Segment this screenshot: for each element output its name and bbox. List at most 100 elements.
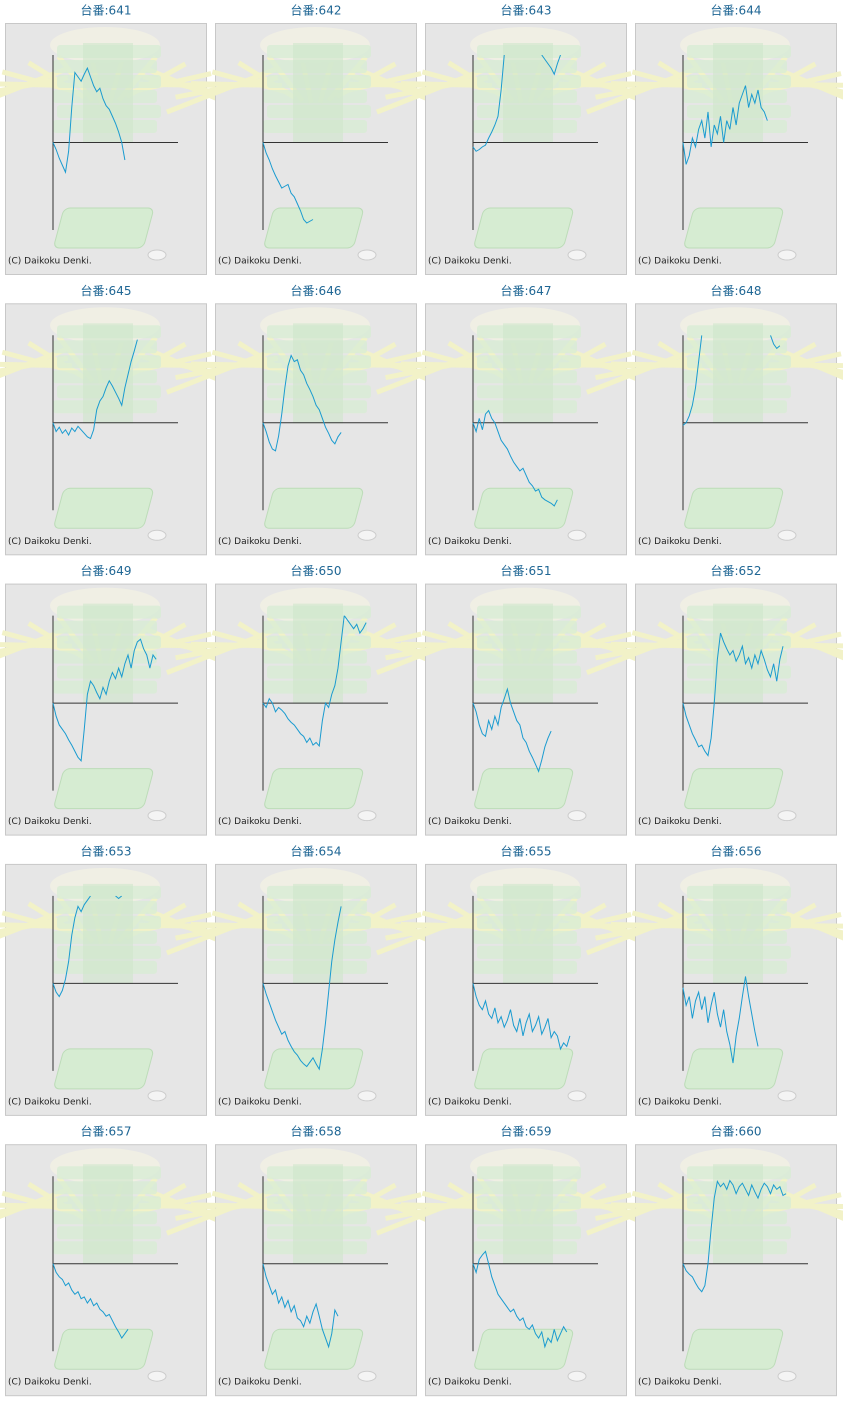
series-line: [52, 1263, 129, 1340]
decoration-ray: [773, 65, 843, 100]
series-line: [472, 687, 552, 773]
decoration-box: [293, 1164, 343, 1265]
chart-panel: 台番:647 (C) Daikoku Denki.: [375, 283, 675, 556]
credit: (C) Daikoku Denki.: [428, 537, 512, 547]
decoration-ray: [0, 355, 69, 374]
series-line: [52, 638, 157, 763]
decoration-coin: [567, 1090, 587, 1102]
decoration-coin: [357, 1370, 377, 1382]
decoration-ray: [1, 630, 79, 656]
decoration-tray: [54, 207, 154, 249]
decoration-tray: [474, 487, 574, 529]
chart-title: 台番:654: [291, 843, 342, 858]
decoration-box: [503, 883, 553, 984]
credit: (C) Daikoku Denki.: [638, 257, 722, 267]
chart-title: 台番:646: [291, 283, 342, 298]
series-line: [115, 895, 123, 900]
credit: (C) Daikoku Denki.: [218, 817, 302, 827]
decoration-ray: [211, 630, 289, 656]
chart-title: 台番:641: [81, 3, 132, 18]
chart-panel: 台番:656 (C) Daikoku Denki.: [585, 843, 843, 1116]
decoration-tray: [54, 768, 154, 810]
chart-title: 台番:658: [291, 1124, 342, 1139]
decoration-coin: [147, 529, 167, 541]
decoration-ray: [773, 1186, 843, 1221]
series: [52, 66, 126, 175]
decoration-tray: [264, 207, 364, 249]
decoration-box: [293, 883, 343, 984]
credit: (C) Daikoku Denki.: [8, 817, 92, 827]
decoration-tray: [684, 487, 784, 529]
series: [52, 638, 157, 763]
chart-title: 台番:649: [81, 563, 132, 578]
chart-title: 台番:657: [81, 1124, 132, 1139]
decoration-coin: [147, 810, 167, 822]
series: [682, 85, 768, 165]
credit: (C) Daikoku Denki.: [218, 537, 302, 547]
chart-title: 台番:644: [711, 3, 762, 18]
decoration-coin: [147, 1370, 167, 1382]
chart-panel: 台番:660 (C) Daikoku Denki.: [585, 1124, 843, 1397]
decoration-box: [83, 323, 133, 424]
credit: (C) Daikoku Denki.: [8, 1097, 92, 1107]
decoration-coin: [567, 1370, 587, 1382]
chart-panel: 台番:641 (C) Daikoku Denki.: [0, 3, 255, 275]
series: [472, 409, 558, 507]
decoration-ray: [595, 355, 699, 380]
credit: (C) Daikoku Denki.: [8, 257, 92, 267]
series: [52, 895, 123, 998]
series-line: [262, 615, 367, 748]
chart-title: 台番:660: [711, 1124, 762, 1139]
decoration-tray: [264, 1328, 364, 1370]
chart-title: 台番:650: [291, 563, 342, 578]
decoration-ray: [385, 1196, 489, 1221]
decoration-tray: [474, 207, 574, 249]
decoration-ray: [175, 1196, 279, 1221]
chart-panel: 台番:655 (C) Daikoku Denki.: [375, 843, 675, 1116]
chart-panel: 台番:644 (C) Daikoku Denki.: [585, 3, 843, 275]
decoration-coin: [357, 810, 377, 822]
credit: (C) Daikoku Denki.: [638, 1378, 722, 1388]
decoration-box: [713, 43, 763, 143]
decoration-ray: [595, 75, 699, 100]
chart-panel: 台番:643 (C) Daikoku Denki.: [375, 3, 675, 275]
chart-panel: 台番:651 (C) Daikoku Denki.: [375, 563, 675, 836]
decoration-ray: [211, 910, 289, 936]
decoration-ray: [175, 355, 279, 380]
decoration-ray: [773, 626, 843, 661]
series: [52, 1263, 129, 1340]
decoration-coin: [777, 1090, 797, 1102]
decoration-box: [293, 603, 343, 704]
decoration-ray: [421, 69, 499, 95]
chart-panel: 台番:652 (C) Daikoku Denki.: [585, 563, 843, 836]
decoration-coin: [567, 810, 587, 822]
series: [472, 983, 571, 1051]
series: [472, 687, 552, 773]
decoration-ray: [773, 346, 843, 380]
series-line: [682, 1179, 787, 1293]
credit: (C) Daikoku Denki.: [428, 1378, 512, 1388]
decoration-tray: [684, 1328, 784, 1370]
decoration-tray: [264, 487, 364, 529]
series-line: [262, 1263, 339, 1349]
decoration-tray: [264, 1048, 364, 1090]
decoration-box: [503, 603, 553, 704]
decoration-box: [713, 1164, 763, 1265]
chart-title: 台番:642: [291, 3, 342, 18]
credit: (C) Daikoku Denki.: [638, 817, 722, 827]
decoration-tray: [684, 207, 784, 249]
series: [682, 976, 759, 1064]
series-line: [262, 906, 342, 1071]
decoration-tray: [474, 1328, 574, 1370]
decoration-ray: [211, 1190, 289, 1216]
series: [262, 615, 367, 748]
decoration-tray: [54, 1328, 154, 1370]
chart-title: 台番:648: [711, 283, 762, 298]
series: [472, 1250, 568, 1349]
series-line: [682, 976, 759, 1064]
decoration-coin: [357, 1090, 377, 1102]
decoration-tray: [474, 1048, 574, 1090]
chart-title: 台番:656: [711, 843, 762, 858]
chart-panel: 台番:653 (C) Daikoku Denki.: [0, 843, 255, 1116]
credit: (C) Daikoku Denki.: [428, 257, 512, 267]
